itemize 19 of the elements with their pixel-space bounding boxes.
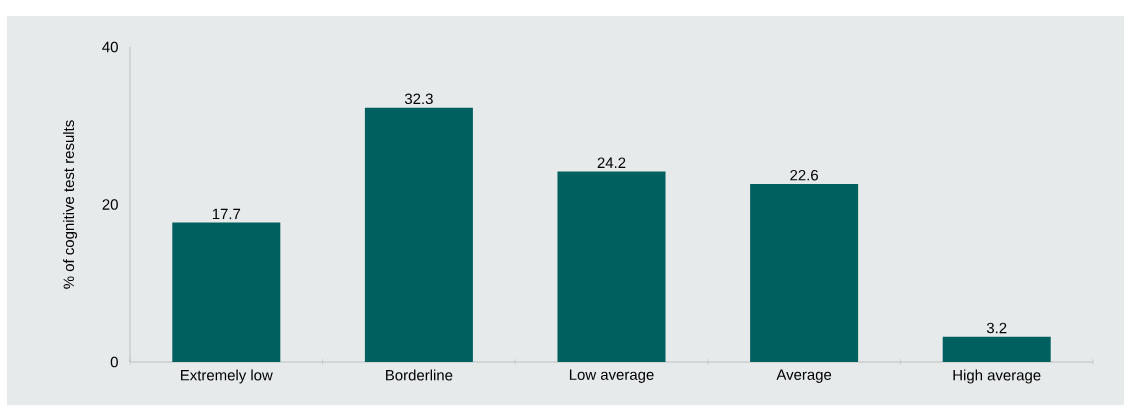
data-label: 24.2 bbox=[597, 157, 626, 168]
x-tick-label: Extremely low bbox=[181, 369, 273, 384]
x-tick-label: Average bbox=[776, 369, 832, 383]
bar bbox=[942, 336, 1051, 362]
y-axis-title: % of cognitive test results bbox=[63, 120, 78, 289]
bar bbox=[750, 184, 859, 362]
data-label: 17.7 bbox=[212, 208, 241, 220]
x-tick-label: Borderline bbox=[386, 369, 453, 381]
x-tick-label: High average bbox=[953, 369, 1041, 384]
y-tick-label: 0 bbox=[110, 356, 118, 368]
x-tick-label: Low average bbox=[569, 369, 654, 383]
bar bbox=[557, 171, 666, 362]
y-tick-label: 40 bbox=[102, 41, 118, 53]
data-label: 32.3 bbox=[404, 93, 433, 105]
y-tick-label: 20 bbox=[102, 199, 118, 210]
data-label: 3.2 bbox=[986, 322, 1007, 334]
bar bbox=[172, 222, 281, 362]
data-label: 22.6 bbox=[790, 169, 818, 181]
bar bbox=[364, 107, 473, 362]
